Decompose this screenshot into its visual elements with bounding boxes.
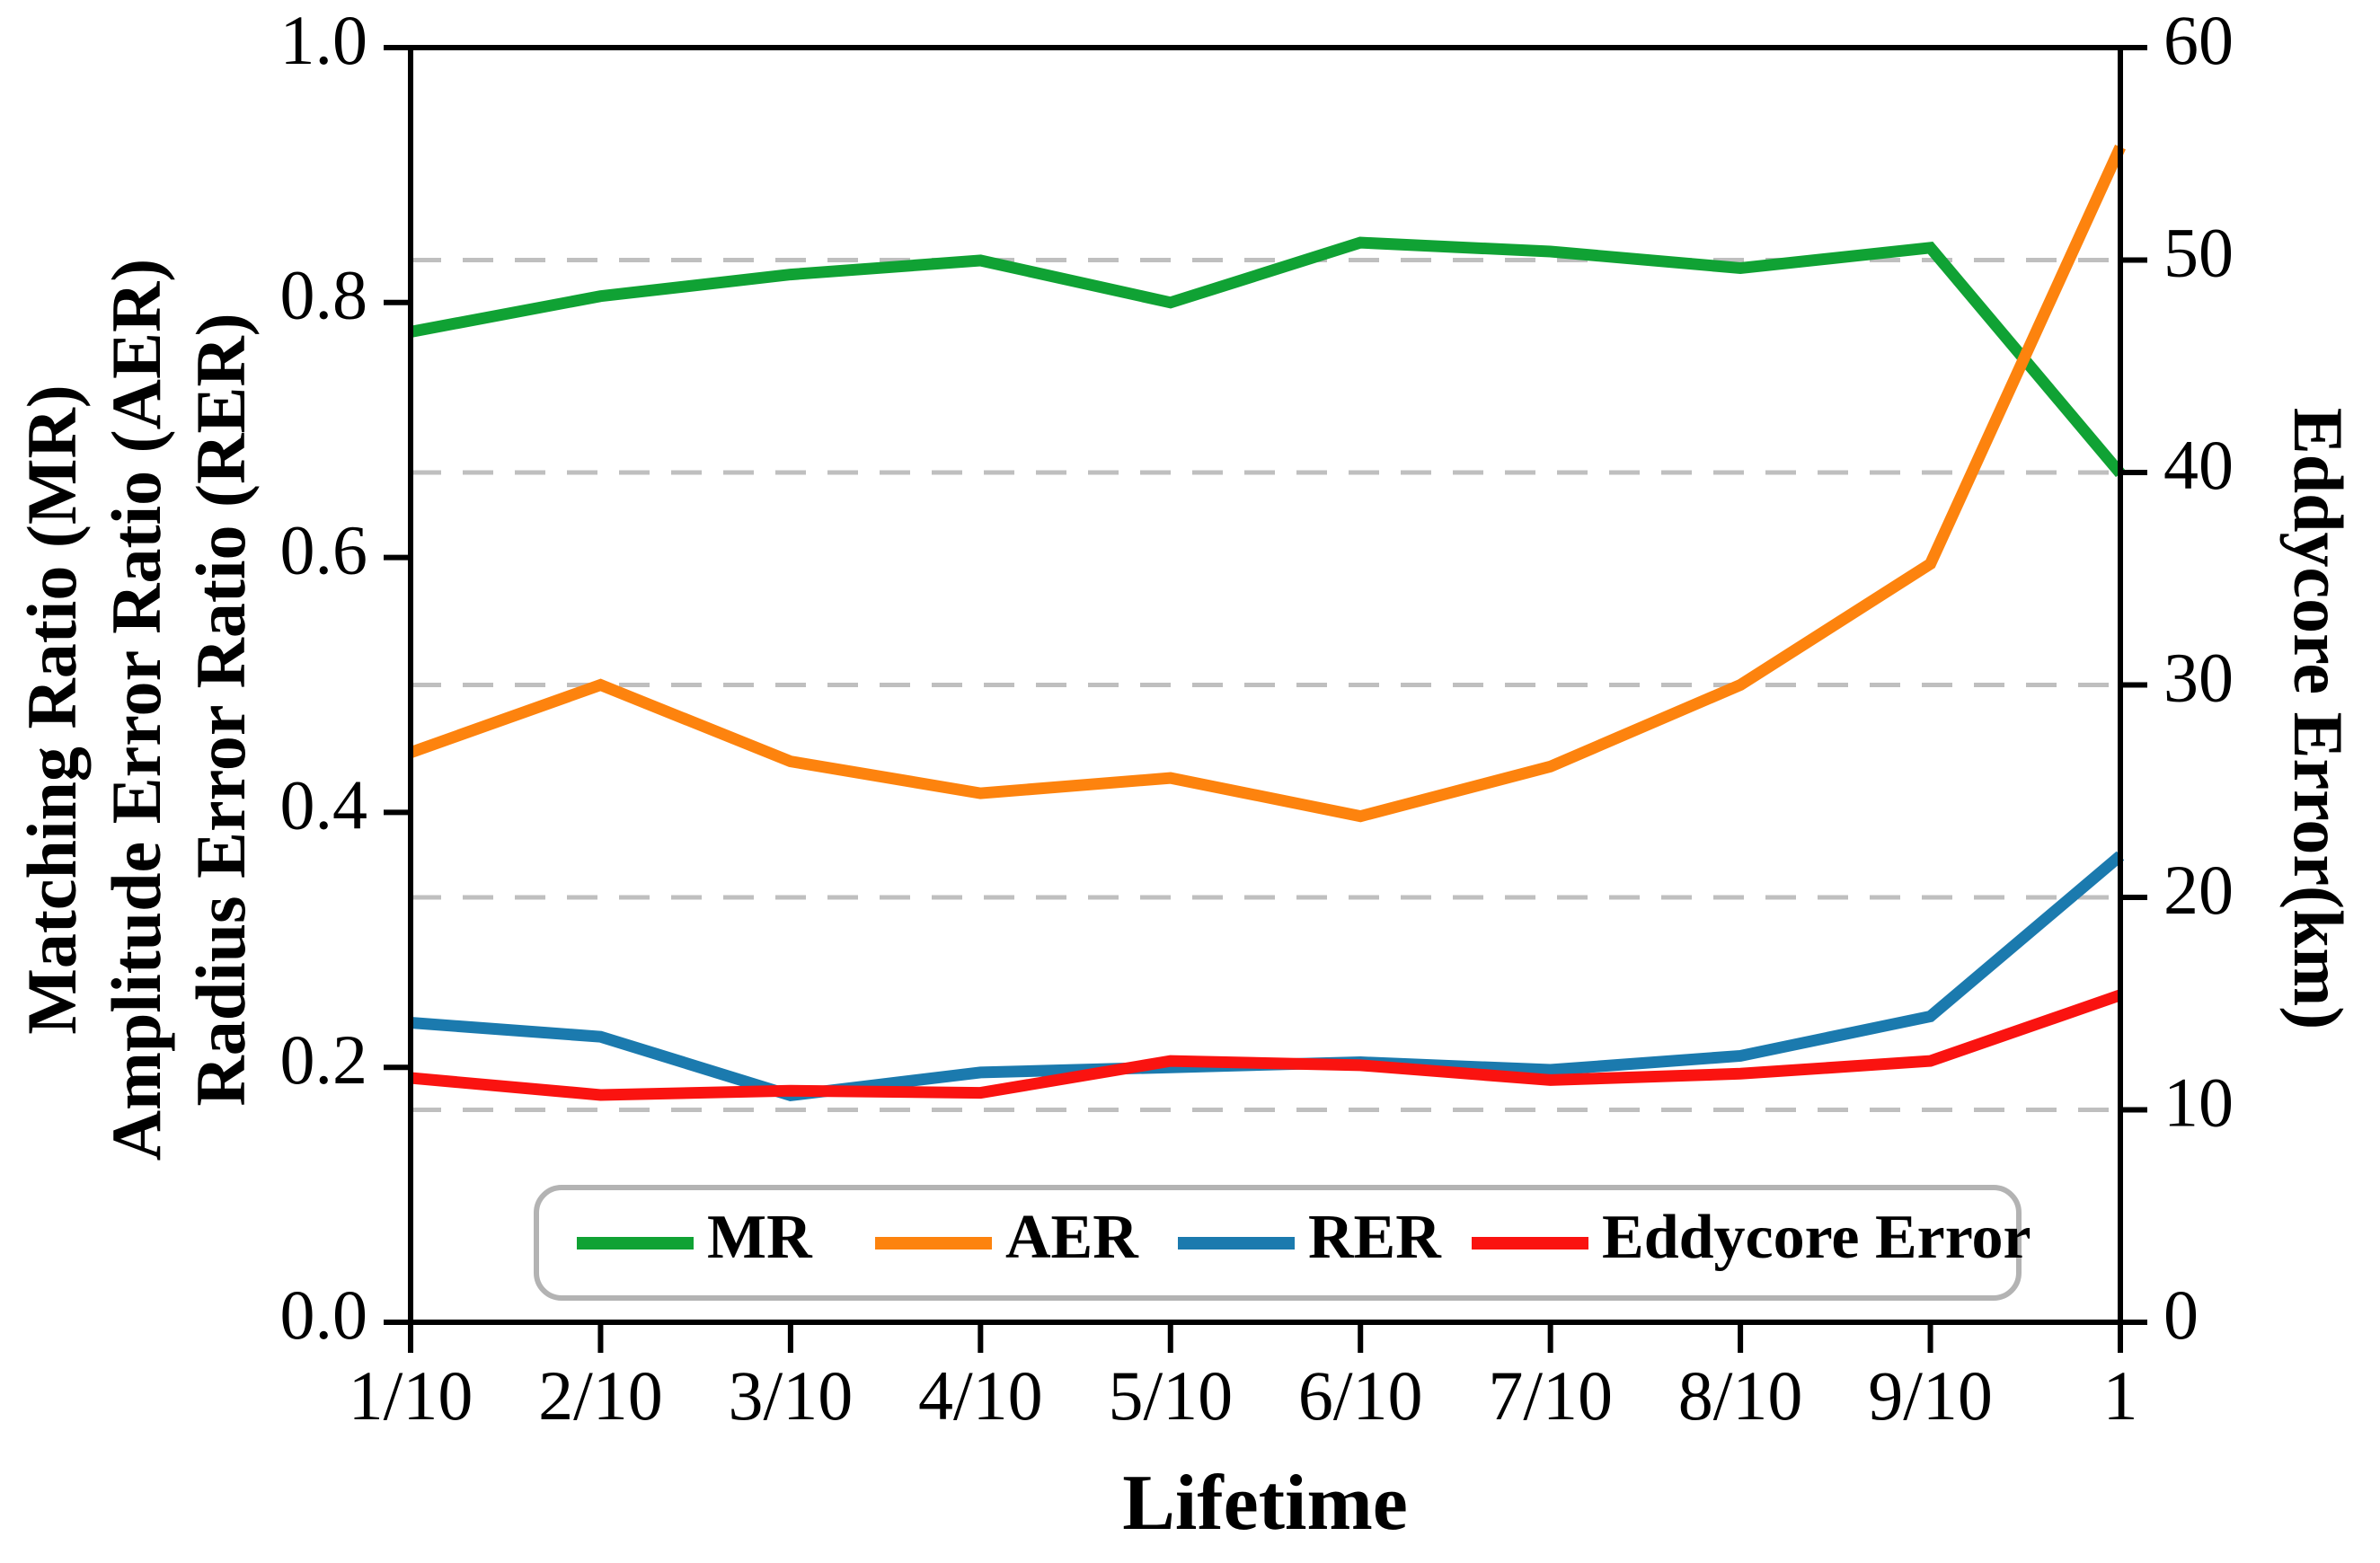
right-axis-ticks: 0 10 20 30 40 50 60 <box>2120 1 2234 1354</box>
gridlines <box>411 258 2120 1112</box>
x-axis-title: Lifetime <box>1122 1460 1408 1547</box>
left-tick-label: 1.0 <box>280 1 368 79</box>
left-tick-label: 0.0 <box>280 1276 368 1354</box>
x-tick-label: 7/10 <box>1488 1356 1613 1435</box>
series-lines <box>408 144 2126 1102</box>
left-tick-label: 0.2 <box>280 1020 368 1099</box>
legend-box: MR AER RER Eddycore Error <box>534 1185 2031 1301</box>
left-tick-label: 0.6 <box>280 511 368 589</box>
right-tick-label: 60 <box>2163 1 2234 79</box>
left-axis-title-line-1: Matching Ratio (MR) <box>13 384 91 1035</box>
left-tick-label: 0.8 <box>280 256 368 334</box>
x-tick-label: 4/10 <box>918 1356 1043 1435</box>
series-line-mr <box>409 236 2125 478</box>
left-axis-title-line-3: Radius Error Ratio (RER) <box>181 313 260 1106</box>
right-tick-label: 30 <box>2163 638 2234 716</box>
right-axis-title: Eddycore Error(km) <box>2279 408 2358 1030</box>
legend-label: Eddycore Error <box>1602 1203 2031 1272</box>
series-line-eddycore-error <box>410 989 2123 1101</box>
x-tick-label: 3/10 <box>729 1356 854 1435</box>
right-tick-label: 20 <box>2163 851 2234 929</box>
x-tick-label: 5/10 <box>1108 1356 1233 1435</box>
x-tick-label: 8/10 <box>1678 1356 1803 1435</box>
x-tick-label: 6/10 <box>1298 1356 1423 1435</box>
left-axis-title-line-2: Amplitude Error Ratio (AER) <box>97 259 175 1161</box>
x-tick-label: 1 <box>2103 1356 2138 1435</box>
left-tick-label: 0.4 <box>280 765 368 843</box>
x-tick-label: 1/10 <box>349 1356 473 1435</box>
series-line-aer <box>408 144 2126 823</box>
legend-label: AER <box>1005 1203 1139 1272</box>
x-axis-ticks: 1/10 2/10 3/10 4/10 5/10 6/10 7/10 8/10 9/10 1 <box>349 1322 2138 1435</box>
legend-label: MR <box>707 1203 813 1272</box>
right-tick-label: 10 <box>2163 1063 2234 1141</box>
right-tick-label: 0 <box>2163 1276 2199 1354</box>
left-axis-ticks: 0.0 0.2 0.4 0.6 0.8 1.0 <box>280 1 411 1354</box>
legend-label: RER <box>1308 1203 1442 1272</box>
right-tick-label: 40 <box>2163 426 2234 504</box>
x-tick-label: 2/10 <box>538 1356 663 1435</box>
x-tick-label: 9/10 <box>1868 1356 1993 1435</box>
right-tick-label: 50 <box>2163 213 2234 291</box>
